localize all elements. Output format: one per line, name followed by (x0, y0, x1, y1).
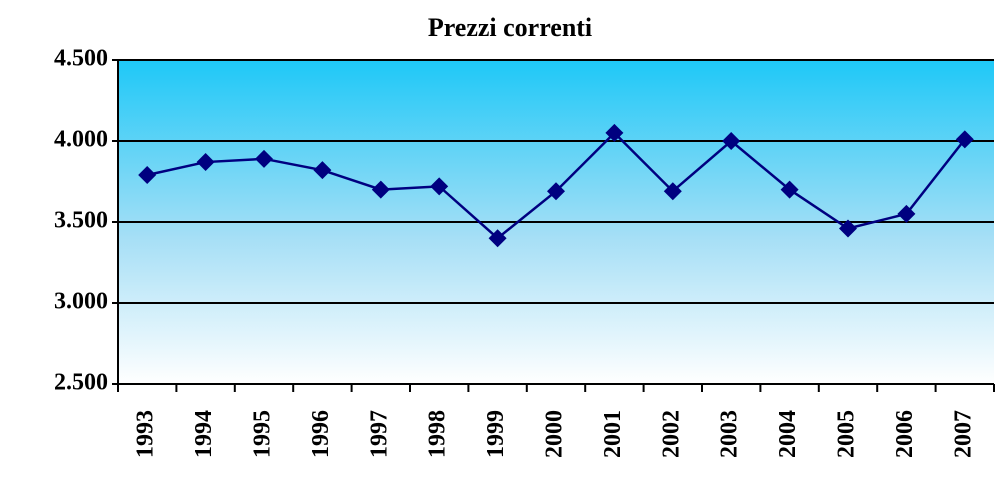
marker (488, 229, 507, 248)
marker (663, 182, 682, 201)
x-tick-label: 2003 (717, 410, 743, 458)
x-tick-label: 1994 (191, 410, 217, 458)
marker (839, 219, 857, 238)
marker (255, 149, 273, 168)
x-tick-label: 2000 (542, 410, 568, 458)
x-tick-label: 2005 (834, 410, 860, 458)
chart-title: Prezzi correnti (428, 13, 592, 42)
marker (313, 161, 332, 180)
y-tick-label: 2.500 (54, 370, 108, 396)
x-tick-label: 1993 (133, 410, 159, 458)
x-tick-label: 2007 (950, 410, 976, 458)
marker (722, 132, 741, 150)
marker (138, 166, 157, 185)
marker (371, 180, 390, 199)
x-tick-label: 2004 (775, 410, 801, 458)
marker (547, 182, 565, 201)
x-tick-label: 2006 (892, 410, 918, 458)
y-tick-label: 4.500 (54, 46, 108, 72)
x-tick-label: 1999 (483, 410, 509, 458)
x-tick-label: 1996 (308, 410, 334, 458)
y-tick-label: 3.000 (54, 289, 108, 315)
x-tick-label: 2001 (600, 410, 626, 458)
x-tick-label: 2002 (658, 410, 684, 458)
y-tick-label: 3.500 (54, 208, 108, 234)
x-tick-label: 1995 (250, 410, 276, 458)
marker (196, 153, 215, 172)
marker (780, 180, 799, 199)
x-tick-label: 1998 (425, 410, 451, 458)
marker (897, 204, 916, 223)
y-tick-label: 4.000 (54, 127, 108, 153)
marker (430, 177, 449, 196)
x-tick-label: 1997 (366, 410, 392, 458)
marker (605, 123, 624, 142)
marker (955, 130, 974, 149)
